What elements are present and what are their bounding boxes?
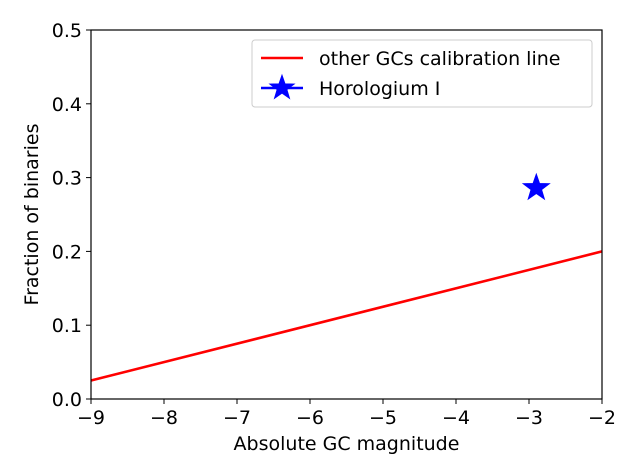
- series-layer: [90, 172, 603, 382]
- x-axis-label: Absolute GC magnitude: [234, 433, 460, 455]
- x-tick-label: −7: [223, 407, 251, 429]
- y-tick-label: 0.5: [52, 20, 82, 42]
- x-axis-ticks: −9 −8 −7 −6 −5 −4 −3 −2: [77, 399, 616, 429]
- y-tick-label: 0.4: [52, 94, 82, 116]
- y-tick-label: 0.0: [52, 389, 82, 411]
- legend: other GCs calibration line Horologium I: [251, 39, 593, 108]
- x-tick-label: −5: [369, 407, 397, 429]
- x-tick-label: −2: [588, 407, 616, 429]
- legend-label: other GCs calibration line: [319, 48, 560, 70]
- y-tick-label: 0.1: [52, 315, 82, 337]
- legend-box: [251, 39, 593, 108]
- legend-star-marker: [268, 73, 296, 100]
- y-axis-label: Fraction of binaries: [21, 124, 43, 306]
- y-tick-label: 0.2: [52, 241, 82, 263]
- y-axis-ticks: 0.0 0.1 0.2 0.3 0.4 0.5: [52, 20, 91, 411]
- x-tick-label: −4: [442, 407, 470, 429]
- legend-label: Horologium I: [319, 78, 440, 100]
- horologium-star-marker: [521, 172, 551, 201]
- x-tick-label: −9: [77, 407, 105, 429]
- x-tick-label: −8: [150, 407, 178, 429]
- plot-frame: [90, 29, 603, 400]
- x-tick-label: −3: [515, 407, 543, 429]
- calibration-line: [90, 250, 603, 382]
- x-tick-label: −6: [296, 407, 324, 429]
- y-tick-label: 0.3: [52, 168, 82, 190]
